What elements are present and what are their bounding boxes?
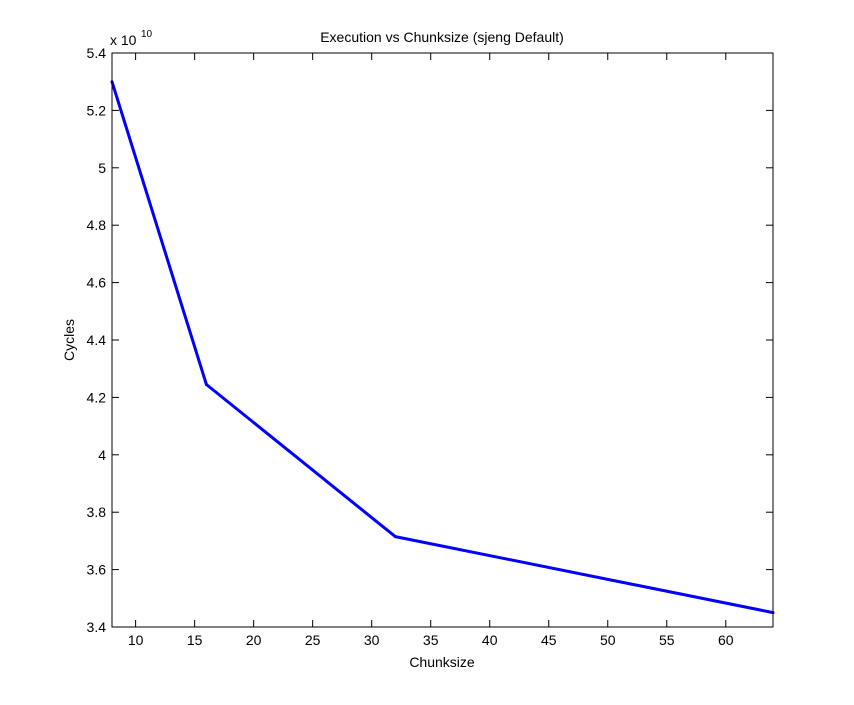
x-tick-label: 10: [128, 632, 144, 648]
y-tick-label: 3.8: [87, 504, 107, 520]
x-tick-label: 20: [246, 632, 262, 648]
y-tick-label: 5: [98, 160, 106, 176]
y-tick-label: 5.2: [87, 102, 107, 118]
y-tick-label: 4: [98, 447, 106, 463]
x-tick-label: 25: [305, 632, 321, 648]
y-tick-label: 5.4: [87, 45, 107, 61]
plot-frame: [111, 52, 774, 628]
x-tick-label: 15: [187, 632, 203, 648]
data-point: [204, 382, 208, 386]
y-axis-label: Cycles: [61, 319, 77, 361]
x-tick-label: 45: [541, 632, 557, 648]
x-tick-label: 50: [600, 632, 616, 648]
y-exponent-power: 10: [141, 29, 153, 40]
tick-labels: 10 15 20 25 30 35 40 45 50 55 60 3.4 3.6 3.8 4 4.2 4.4 4.…: [87, 45, 734, 648]
data-point: [393, 535, 397, 539]
x-tick-label: 30: [364, 632, 380, 648]
y-tick-label: 4.6: [87, 275, 107, 291]
y-tick-label: 3.4: [87, 619, 107, 635]
y-tick-label: 4.2: [87, 389, 107, 405]
x-tick-label: 55: [659, 632, 675, 648]
y-tick-label: 3.6: [87, 562, 107, 578]
y-exponent-base: x 10: [110, 32, 137, 48]
x-tick-label: 35: [423, 632, 439, 648]
plot-area: [112, 53, 773, 627]
y-tick-label: 4.4: [87, 332, 107, 348]
series-line: [110, 81, 774, 615]
x-tick-label: 40: [482, 632, 498, 648]
chart-title: Execution vs Chunksize (sjeng Default): [320, 29, 564, 45]
x-axis-label: Chunksize: [409, 654, 475, 670]
y-tick-label: 4.8: [87, 217, 107, 233]
x-tick-label: 60: [718, 632, 734, 648]
